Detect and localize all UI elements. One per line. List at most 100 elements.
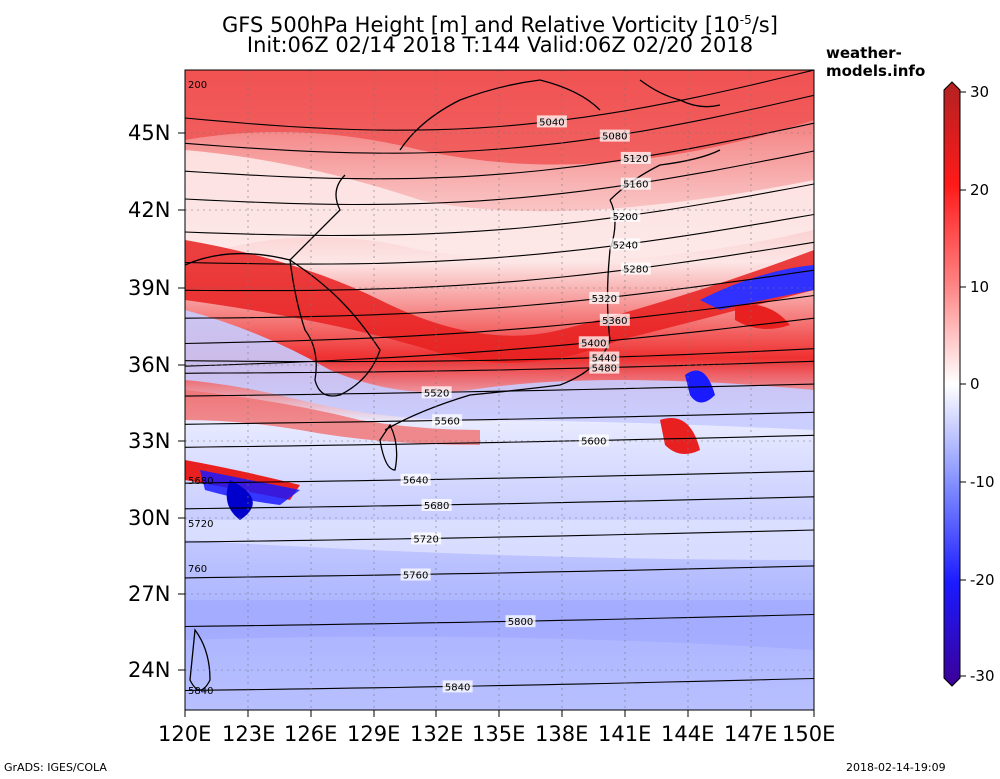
contour-label-bg [589, 291, 620, 304]
contour-line-5480 [185, 360, 814, 374]
contour-line-5120 [185, 122, 814, 180]
contour-edge-label-5720: 5720 [188, 519, 213, 530]
lon-label-126E: 126E [284, 722, 338, 746]
contour-line-5320 [185, 269, 814, 319]
footer-timestamp: 2018-02-14-19:09 [846, 761, 946, 774]
contour-label-bg [421, 499, 452, 511]
contour-label-5080: 5080 [602, 132, 627, 143]
contour-label-5280: 5280 [623, 265, 648, 276]
contour-label-bg [400, 568, 431, 581]
lat-label-39N: 39N [128, 276, 171, 300]
contour-label-5600: 5600 [581, 437, 606, 448]
contour-label-bg [442, 680, 473, 693]
contour-line-5600 [185, 434, 814, 448]
contour-label-5400: 5400 [581, 338, 606, 349]
contour-line-5560 [185, 411, 814, 425]
contour-label-5720: 5720 [413, 534, 438, 545]
contour-label-bg [599, 129, 630, 142]
lon-label-144E: 144E [661, 722, 715, 746]
colorbar-tick-0: 0 [970, 375, 980, 393]
contour-label-5160: 5160 [623, 180, 648, 191]
footer-credit: GrADS: IGES/COLA [4, 761, 107, 774]
height-contours: 5040508051205160520052405280532053605400… [185, 70, 814, 697]
colorbar-tick-minus30: -30 [970, 667, 995, 685]
contour-line-5160 [185, 150, 814, 206]
contour-line-5360 [185, 294, 814, 345]
lon-label-138E: 138E [535, 722, 589, 746]
lat-label-42N: 42N [128, 198, 171, 222]
contour-label-bg [400, 473, 431, 486]
contour-label-bg [432, 414, 463, 427]
contour-line-5440 [185, 348, 814, 363]
title-superscript: -5 [739, 13, 752, 27]
contour-label-bg [620, 177, 651, 190]
lat-label-30N: 30N [128, 506, 171, 530]
contour-label-bg [589, 351, 620, 364]
contour-line-5720 [185, 529, 814, 543]
contour-label-5560: 5560 [434, 416, 459, 427]
contour-label-5680: 5680 [424, 501, 449, 512]
contour-label-5440: 5440 [592, 354, 617, 365]
lon-label-150E: 150E [782, 722, 836, 746]
japan-honshu-outline [384, 199, 616, 431]
lon-label-120E: 120E [158, 722, 212, 746]
colorbar-bar [943, 81, 961, 687]
lat-label-36N: 36N [128, 353, 171, 377]
coastline-outlines [184, 79, 721, 691]
contour-label-bg [620, 151, 651, 164]
colorbar-tick-30: 30 [970, 83, 990, 101]
contour-label-bg [411, 532, 442, 545]
contour-label-bg [505, 615, 536, 628]
contour-line-5760 [185, 565, 814, 579]
contour-label-5640: 5640 [403, 476, 428, 487]
contour-label-bg [421, 386, 452, 399]
lon-label-129E: 129E [347, 722, 401, 746]
title-unit-end: /s] [751, 13, 778, 37]
contour-line-5080 [185, 94, 814, 154]
contour-label-bg [620, 262, 651, 275]
contour-line-5040 [185, 70, 814, 131]
contour-label-bg [536, 115, 567, 128]
taiwan-outline [189, 628, 211, 691]
korea-peninsula-outline [289, 258, 381, 397]
lon-label-123E: 123E [222, 722, 276, 746]
colorbar-tick-minus10: -10 [970, 473, 995, 491]
lon-label-141E: 141E [598, 722, 652, 746]
grid-lines [185, 70, 814, 710]
lon-label-132E: 132E [410, 722, 464, 746]
brand-label: weather-models.info [826, 44, 926, 80]
contour-line-5840 [185, 677, 814, 692]
colorbar-tick-10: 10 [970, 278, 990, 296]
contour-edge-label-760: 760 [188, 564, 207, 575]
contour-label-5120: 5120 [623, 154, 648, 165]
contour-label-5320: 5320 [592, 294, 617, 305]
contour-label-5360: 5360 [602, 316, 627, 327]
kyushu-outline [379, 423, 398, 471]
lat-label-45N: 45N [128, 121, 171, 145]
contour-label-5480: 5480 [592, 364, 617, 375]
contour-line-5400 [185, 317, 814, 367]
russia-coast-outline [399, 79, 601, 151]
contour-label-5800: 5800 [508, 617, 533, 628]
lat-label-33N: 33N [128, 429, 171, 453]
contour-label-5200: 5200 [613, 212, 638, 223]
colorbar-tick-20: 20 [970, 181, 990, 199]
contour-line-5520 [185, 383, 814, 397]
contour-label-5840: 5840 [445, 682, 470, 693]
colorbar-tick-minus20: -20 [970, 571, 995, 589]
contour-label-bg [578, 336, 609, 349]
colorbar [943, 81, 966, 687]
contour-line-5800 [185, 613, 814, 628]
lat-label-27N: 27N [128, 582, 171, 606]
contour-label-bg [589, 361, 620, 374]
contour-line-5640 [185, 470, 814, 484]
axis-ticks [178, 132, 815, 717]
contour-edge-label-5680: 5680 [188, 476, 213, 487]
lat-label-24N: 24N [128, 658, 171, 682]
vorticity-field [185, 70, 814, 710]
china-coast-outline [184, 174, 346, 266]
contour-line-5280 [185, 241, 814, 292]
lon-label-135E: 135E [472, 722, 526, 746]
contour-label-bg [599, 313, 630, 326]
